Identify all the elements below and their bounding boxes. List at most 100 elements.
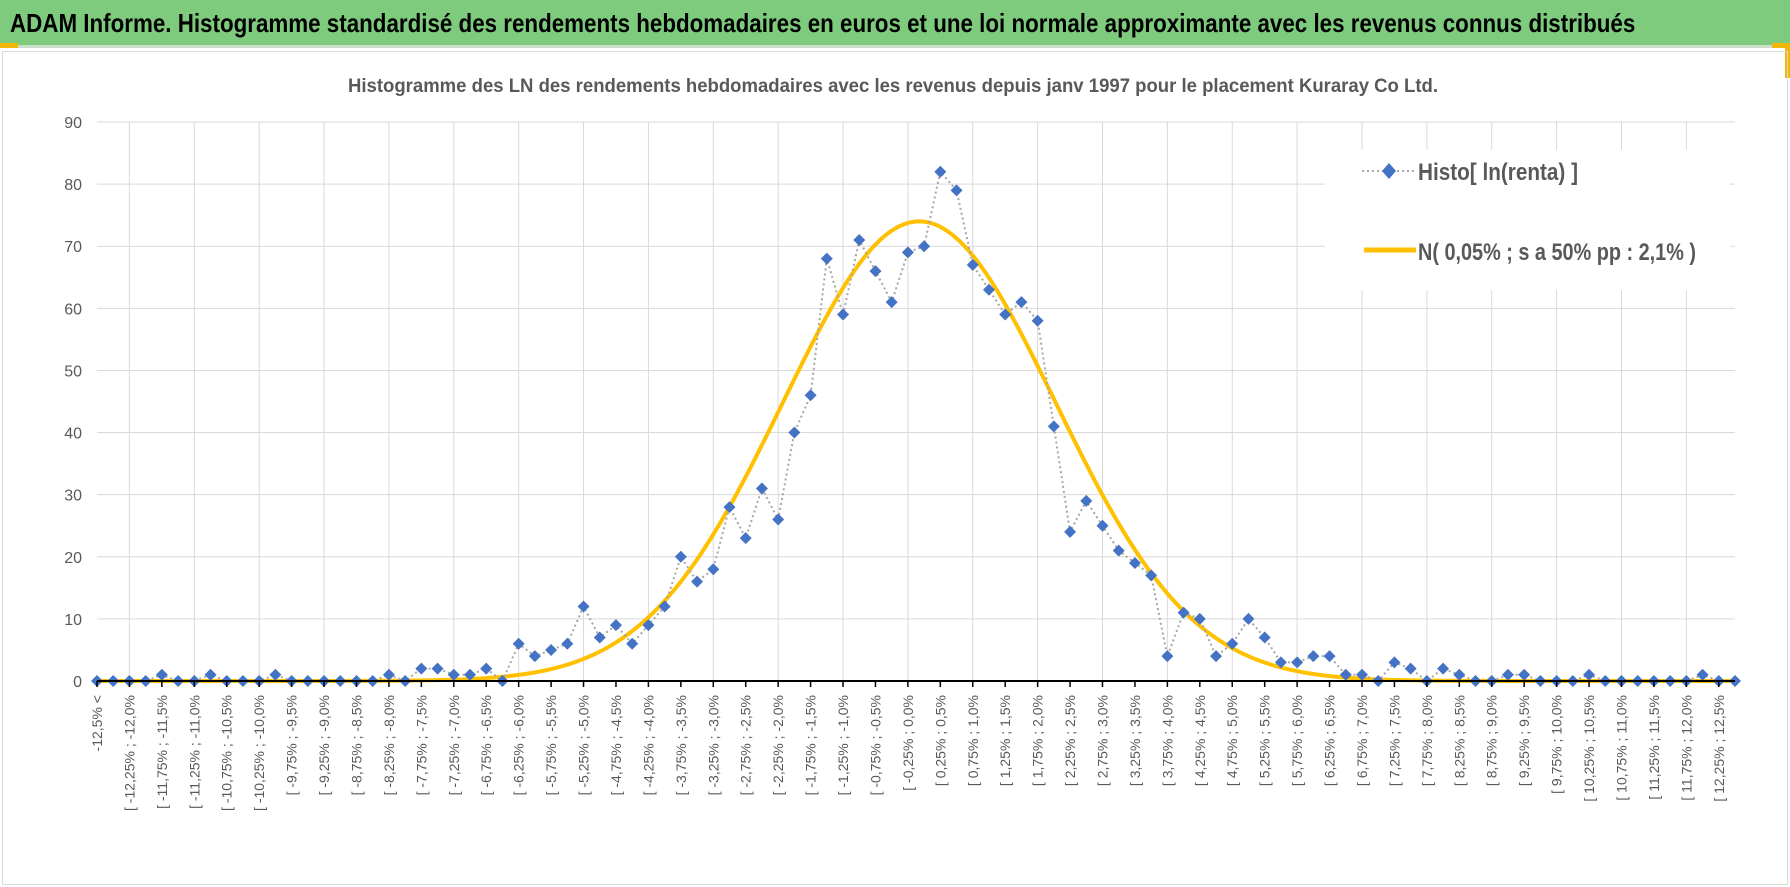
x-tick-label: [ -9,25% ; -9,0%: [316, 695, 332, 795]
x-tick-label: [ 10,75% ; 11,0%: [1613, 695, 1629, 801]
histogram-point: [901, 246, 914, 259]
x-tick-label: [ 0,75% ; 1,0%: [965, 695, 981, 786]
legend-normal-label: N( 0,05% ; s a 50% pp : 2,1% ): [1418, 239, 1696, 266]
y-tick-label: 20: [64, 550, 82, 567]
x-tick-label: [ 3,75% ; 4,0%: [1159, 695, 1175, 786]
x-tick-label: [ -4,75% ; -4,5%: [608, 695, 624, 795]
histogram-point: [204, 668, 217, 681]
x-tick-label: [ 7,75% ; 8,0%: [1419, 695, 1435, 786]
histogram-point: [1388, 656, 1401, 669]
histogram-point: [1210, 650, 1223, 663]
x-tick-label: [ -5,75% ; -5,5%: [543, 695, 559, 795]
histogram-point: [415, 662, 428, 675]
histogram-point: [1177, 606, 1190, 619]
x-tick-label: [ 6,75% ; 7,0%: [1354, 695, 1370, 786]
histogram-point: [1501, 668, 1514, 681]
x-tick-label: [ 6,25% ; 6,5%: [1322, 695, 1338, 786]
histogram-point: [934, 165, 947, 178]
legend-histo-label: Histo[ ln(renta) ]: [1418, 159, 1578, 186]
y-tick-label: 30: [64, 488, 82, 505]
x-tick-label: [ 9,25% ; 9,5%: [1516, 695, 1532, 786]
banner: ADAM Informe. Histogramme standardisé de…: [0, 0, 1790, 48]
corner-mark-left: [0, 43, 18, 48]
x-tick-label: [ -6,25% ; -6,0%: [511, 695, 527, 795]
histogram-point: [853, 234, 866, 247]
histogram-point: [999, 308, 1012, 321]
x-tick-label: [ -8,25% ; -8,0%: [381, 695, 397, 795]
histogram-point: [966, 258, 979, 271]
x-tick-label: [ 11,25% ; 11,5%: [1646, 695, 1662, 800]
histogram-point: [1274, 656, 1287, 669]
histogram-point: [869, 265, 882, 278]
x-tick-label: [ -10,75% ; -10,5%: [219, 695, 235, 811]
histogram-point: [1583, 668, 1596, 681]
histogram-point: [1096, 519, 1109, 532]
histogram-point: [626, 637, 639, 650]
x-tick-label: [ 9,75% ; 10,0%: [1549, 695, 1565, 794]
x-tick-label: [ -12,25% ; -12,0%: [121, 695, 137, 811]
histogram-point: [1339, 668, 1352, 681]
histogram-point: [577, 600, 590, 613]
x-tick-label: [ -2,25% ; -2,0%: [770, 695, 786, 795]
histogram-point: [723, 501, 736, 514]
histogram-point: [1047, 420, 1060, 433]
chart-frame: [2, 51, 1788, 885]
histogram-point: [642, 619, 655, 632]
x-tick-label: [ 8,75% ; 9,0%: [1484, 695, 1500, 786]
histogram-point: [1161, 650, 1174, 663]
histogram-point: [1064, 525, 1077, 538]
x-tick-label: [ 12,25% ; 12,5%: [1711, 695, 1727, 802]
chart-title: Histogramme des LN des rendements hebdom…: [348, 76, 1438, 97]
histogram-point: [593, 631, 606, 644]
x-tick-label: [ -0,75% ; -0,5%: [867, 695, 883, 795]
y-tick-label: 60: [64, 301, 82, 318]
x-tick-label: [ 11,75% ; 12,0%: [1678, 695, 1694, 801]
histogram-point: [1307, 650, 1320, 663]
histogram-point: [674, 550, 687, 563]
histogram-point: [561, 637, 574, 650]
histogram-point: [1193, 612, 1206, 625]
x-tick-label: [ -11,75% ; -11,5%: [154, 695, 170, 809]
banner-title: ADAM Informe. Histogramme standardisé de…: [10, 8, 1636, 38]
histogram-point: [431, 662, 444, 675]
x-tick-label: [ -8,75% ; -8,5%: [348, 695, 364, 795]
histogram-point: [837, 308, 850, 321]
x-tick-label: [ -1,75% ; -1,5%: [803, 695, 819, 795]
histogram-point: [1112, 544, 1125, 557]
histogram-point: [772, 513, 785, 526]
histogram-point: [918, 240, 931, 253]
histogram-point: [1080, 494, 1093, 507]
histogram-point: [1518, 668, 1531, 681]
histogram-point: [1355, 668, 1368, 681]
x-tick-label: [ -10,25% ; -10,0%: [251, 695, 267, 811]
histogram-point: [658, 600, 671, 613]
histogram-point: [982, 283, 995, 296]
y-tick-label: 0: [73, 674, 82, 691]
y-tick-label: 40: [64, 426, 82, 443]
x-tick-label: [ -7,75% ; -7,5%: [413, 695, 429, 795]
x-tick-label: [ 4,75% ; 5,0%: [1224, 695, 1240, 786]
x-tick-label: [ -1,25% ; -1,0%: [835, 695, 851, 795]
x-tick-label: [ 1,25% ; 1,5%: [997, 695, 1013, 786]
histogram-point: [1323, 650, 1336, 663]
y-tick-label: 90: [64, 115, 82, 132]
histogram-point: [820, 252, 833, 265]
histogram-point: [804, 389, 817, 402]
histogram-point: [950, 184, 963, 197]
histogram-point: [885, 296, 898, 309]
legend-histo-marker: [1382, 163, 1396, 179]
x-tick-label: [ -3,25% ; -3,0%: [705, 695, 721, 795]
histogram-point: [155, 668, 168, 681]
histogram-point: [1242, 612, 1255, 625]
histogram-point: [269, 668, 282, 681]
histogram-point: [480, 662, 493, 675]
histogram-point: [1031, 314, 1044, 327]
x-tick-label: [ -3,75% ; -3,5%: [673, 695, 689, 795]
x-tick-label: [ 5,75% ; 6,0%: [1289, 695, 1305, 786]
axes-layer: 0 10 20 30 40 50 60 70 80 90 -12,5% < [ -12,25% ; -…: [64, 115, 1735, 811]
histogram-point: [739, 532, 752, 545]
histogram-point: [691, 575, 704, 588]
histogram-point: [545, 643, 558, 656]
x-tick-label: [ -11,25% ; -11,0%: [186, 695, 202, 809]
x-tick-label: [ -9,75% ; -9,5%: [284, 695, 300, 795]
